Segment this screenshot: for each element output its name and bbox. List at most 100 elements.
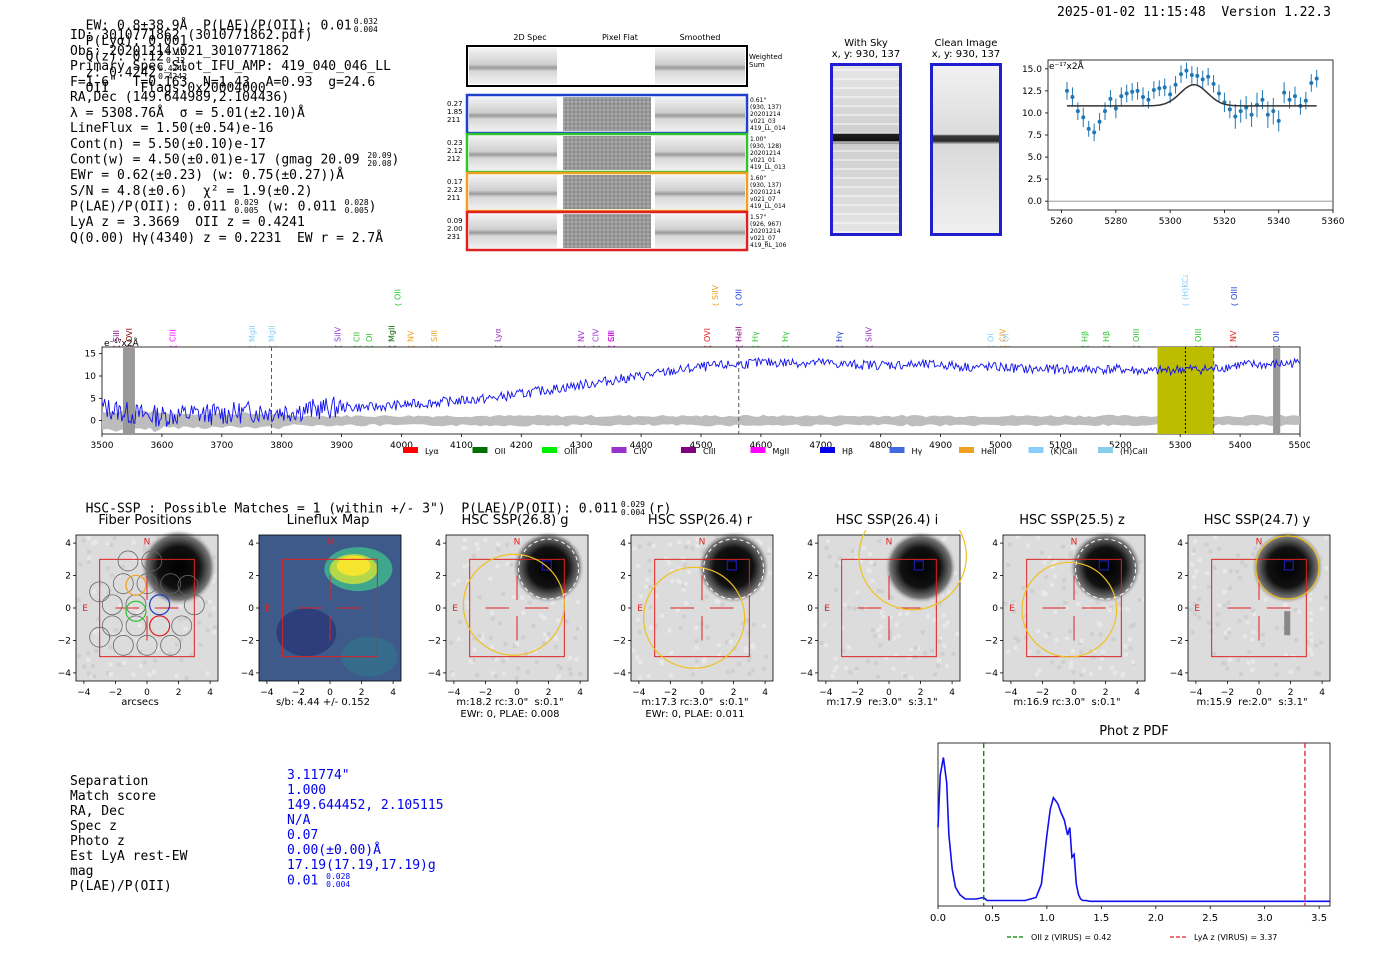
spec-noise-band [102, 409, 1300, 433]
info-line: EWr = 0.62(±0.23) (w: 0.75(±0.27))Å [70, 168, 344, 183]
hsc-aperture-circle [462, 553, 565, 656]
spec-legend-swatch [611, 447, 627, 453]
hsc-ytick-label: −4 [1170, 669, 1184, 679]
spec-line-id: NV [406, 330, 415, 342]
spec-ytick-label: 0 [90, 417, 96, 427]
match-label: Separation [70, 774, 149, 789]
zoom-point [1075, 109, 1080, 114]
zoom-xtick-label: 5360 [1322, 217, 1345, 227]
match-label: Est LyA rest-EW [70, 849, 188, 864]
info-block: ID: 3010771862 (3010771862.pdf) Obs: 202… [70, 28, 450, 246]
stamp-row-border [465, 210, 749, 252]
hsc-xtick-label: 4 [949, 688, 955, 698]
match-label: P(LAE)/P(OII) [70, 879, 172, 894]
zoom-ytick-label: 2.5 [1028, 175, 1042, 185]
info-gmag-lo: 20.08 [367, 159, 392, 168]
zoom-point [1276, 118, 1281, 123]
stamp-row-right-label: 0.61" (930, 137) 20201214 v021_03 419_LL_014 [750, 97, 786, 132]
east-label: E [1009, 604, 1015, 614]
spec2d-stamps [465, 45, 749, 252]
match-plae-lo: 0.004 [326, 880, 351, 889]
info-line: λ = 5308.76Å σ = 5.01(±2.10)Å [70, 105, 305, 121]
stamp-right-value: 419_LL_014 [750, 125, 786, 132]
hsc-xtick-label: 2 [1103, 688, 1109, 698]
spec-legend-label: Hγ [912, 447, 923, 456]
hsc-match-box [913, 560, 924, 571]
weighted-sum-label: Weighted Sum [749, 53, 783, 69]
weighted-sum-stamp [466, 45, 748, 87]
header-z: z: 0.4242 [85, 65, 157, 81]
hsc-xtick-label: 2 [731, 688, 737, 698]
hsc-ytick-label: 0 [435, 604, 441, 614]
spec-xtick-label: 4200 [510, 441, 533, 451]
match-values: 3.11774" 1.000 149.644452, 2.105115 N/A … [287, 768, 444, 889]
spec-line-id: OIII [1132, 329, 1141, 342]
clean-image-cutout [930, 63, 1002, 236]
stamp-right-value: 419_LL_014 [750, 203, 786, 210]
info-line: RA,Dec (149.644989,2.104436) [70, 90, 290, 105]
photz-xtick-label: 3.5 [1311, 913, 1327, 924]
north-label: N [886, 538, 893, 548]
info-line: Obs: 20201214v021_3010771862 [70, 43, 290, 59]
info-line: Cont(n) = 5.50(±0.10)e-17 [70, 136, 266, 152]
clean-image-xy: x, y: 930, 137 [931, 49, 1001, 60]
fiber-circle [117, 550, 139, 572]
hsc-xtick-label: 0 [886, 688, 892, 698]
hsc-xtick-label: 2 [176, 688, 182, 698]
photz-curve [937, 757, 1330, 903]
hsc-ytick-label: 0 [1177, 604, 1183, 614]
stamp-right-value: 20201214 [750, 189, 781, 196]
spec-line-id: OVI [703, 328, 712, 342]
east-label: E [82, 604, 88, 614]
match-label: Spec z [70, 819, 117, 834]
spec-legend-swatch [542, 447, 557, 453]
zoom-point [1227, 107, 1232, 112]
zoom-point [1173, 82, 1178, 87]
zoom-point [1195, 73, 1200, 78]
hsc-panel-image: N E 4 2 0 −2 −4 −4 −2 0 2 4 [241, 534, 402, 698]
zoom-point [1200, 77, 1205, 82]
spec-xtick-label: 4100 [450, 441, 473, 451]
hsc-aperture-box [654, 558, 750, 658]
zoom-point [1249, 112, 1254, 117]
hsc-xtick-label: 0 [514, 688, 520, 698]
hsc-title-hi: 0.029 [620, 500, 645, 509]
hsc-xtick-label: 4 [762, 688, 768, 698]
fiber-circle [141, 550, 163, 572]
info-line: Q(0.00) Hγ(4340) z = 0.2231 EW r = 2.7Å [70, 230, 384, 246]
stamp-right-value: 0.61" [750, 97, 767, 104]
stamp-left-value: 1.85 [447, 108, 463, 116]
stamp-right-value: (926, 967) [750, 221, 782, 228]
hsc-panel-title: HSC SSP(25.5) z [1019, 513, 1125, 528]
match-labels: Separation Match score RA, Dec Spec z Ph… [70, 774, 187, 894]
spec-line-id: SiIV [333, 326, 342, 342]
zoom-xtick-label: 5340 [1267, 217, 1290, 227]
hsc-ytick-label: −4 [58, 669, 72, 679]
fiber-circle [89, 581, 111, 603]
photz-xtick-label: 2.0 [1148, 913, 1164, 924]
hsc-ytick-label: 4 [435, 539, 441, 549]
hsc-source-blob [884, 531, 957, 604]
hsc-xtick-label: 0 [327, 688, 333, 698]
hsc-xtick-label: −2 [479, 688, 492, 698]
stamp-row-left-label: 0.17 2.23 211 [447, 178, 463, 202]
spec-line-id: (H)KCaII [1181, 275, 1190, 300]
header-plae-hi: 0.032 [353, 17, 378, 26]
hsc-match-box [1098, 560, 1109, 571]
hsc-ytick-label: 2 [1177, 572, 1183, 582]
header-plya: P(Lyα): 0.001 [85, 34, 188, 49]
zoom-xtick-label: 5320 [1213, 217, 1236, 227]
hsc-xtick-label: −2 [292, 688, 305, 698]
hsc-ytick-label: 2 [620, 572, 626, 582]
zoom-point [1265, 112, 1270, 117]
info-line: Cont(w) = 4.50(±0.01)e-17 (gmag 20.09 20… [70, 151, 400, 168]
info-plae-lo: 0.005 [234, 206, 259, 215]
header-flags: OII Flags:0x20004000 [85, 81, 266, 96]
fiber-circle [112, 634, 134, 656]
spec-xtick-label: 3800 [270, 441, 293, 451]
photz-legend-label: OII z (VIRUS) = 0.42 [1031, 933, 1111, 942]
spec-line-id: CII [607, 332, 616, 342]
spec-legend-label: OII [495, 447, 506, 456]
spec-line-id: SiIV [711, 284, 720, 300]
stamp-right-value: 1.60" [750, 175, 767, 182]
